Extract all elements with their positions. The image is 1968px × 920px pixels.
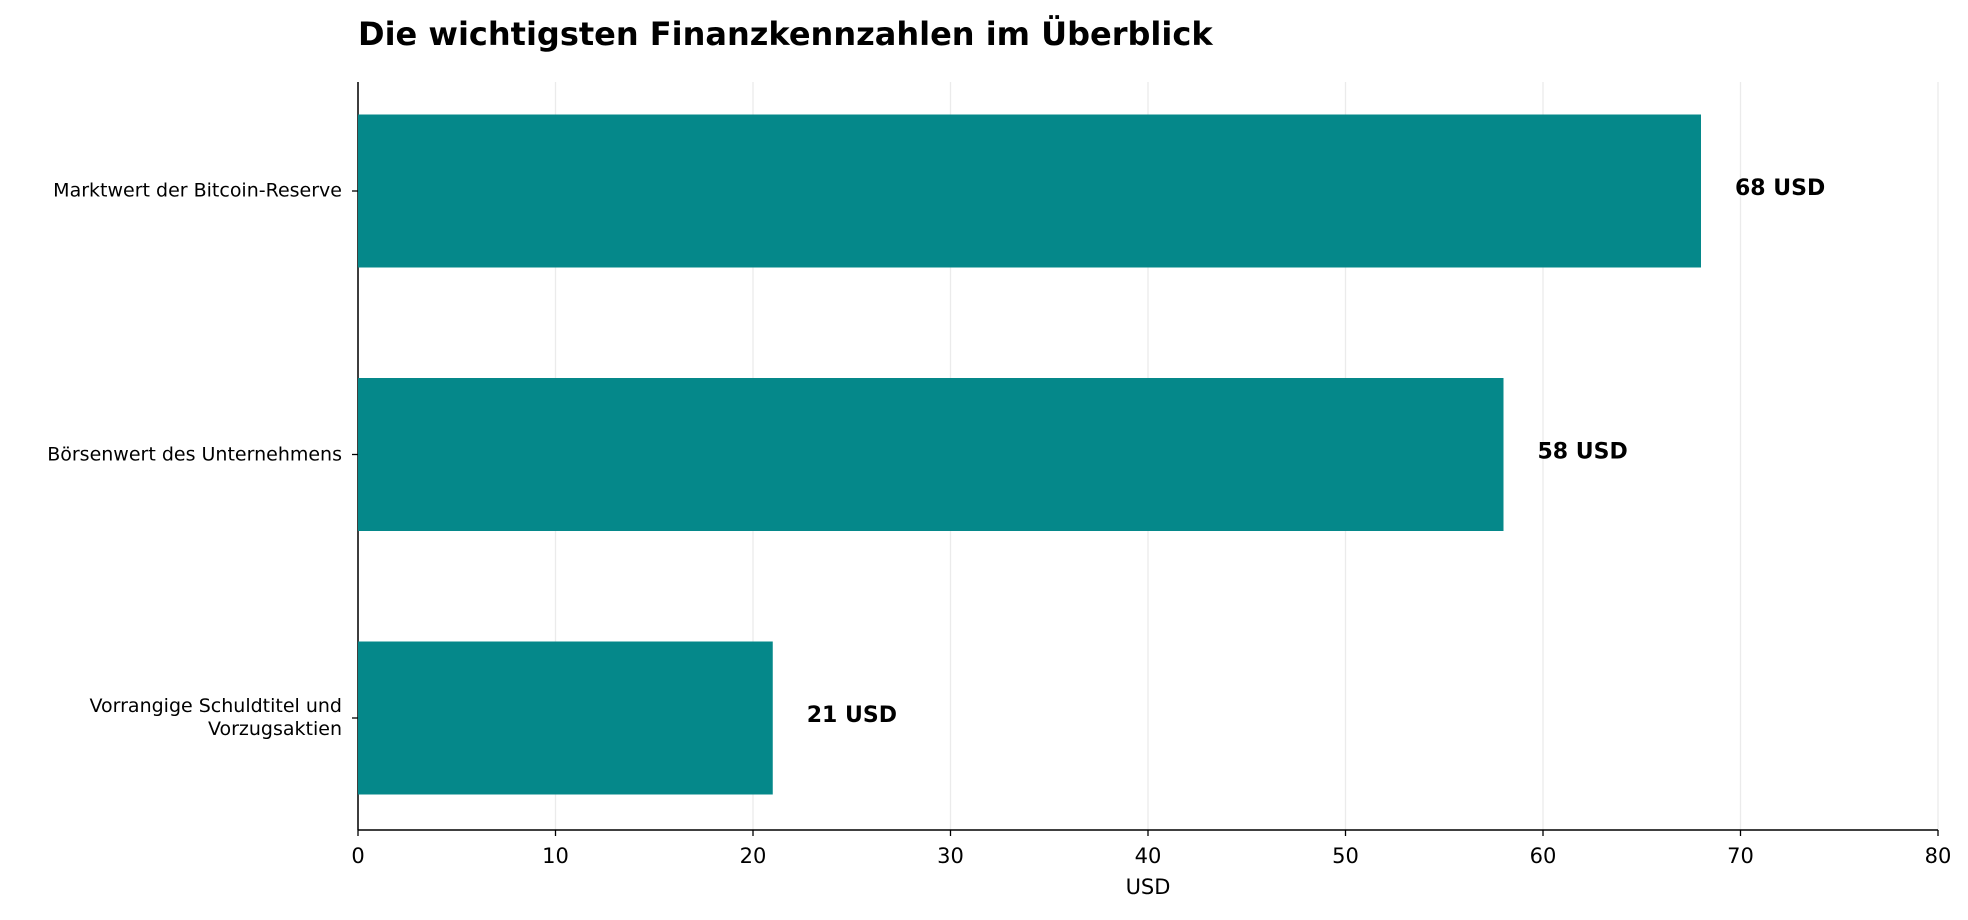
x-tick-label: 30 xyxy=(937,844,964,868)
y-tick-label: Marktwert der Bitcoin-Reserve xyxy=(53,179,342,202)
x-tick-label: 0 xyxy=(351,844,364,868)
x-axis-label: USD xyxy=(1126,875,1171,899)
x-tick-label: 70 xyxy=(1727,844,1754,868)
x-tick-label: 60 xyxy=(1530,844,1557,868)
value-label: 68 USD xyxy=(1735,176,1825,201)
y-tick-label: Vorrangige Schuldtitel und Vorzugsaktien xyxy=(89,695,342,740)
x-tick-label: 80 xyxy=(1925,844,1952,868)
chart-title: Die wichtigsten Finanzkennzahlen im Über… xyxy=(358,15,1213,53)
x-tick-label: 40 xyxy=(1135,844,1162,868)
x-tick-label: 50 xyxy=(1332,844,1359,868)
bar xyxy=(358,378,1504,531)
value-label: 21 USD xyxy=(807,703,897,728)
x-tick-label: 20 xyxy=(740,844,767,868)
y-tick-label: Börsenwert des Unternehmens xyxy=(47,443,342,465)
value-label: 58 USD xyxy=(1538,440,1628,465)
x-tick-label: 10 xyxy=(542,844,569,868)
bar xyxy=(358,641,773,795)
bar xyxy=(358,114,1701,268)
